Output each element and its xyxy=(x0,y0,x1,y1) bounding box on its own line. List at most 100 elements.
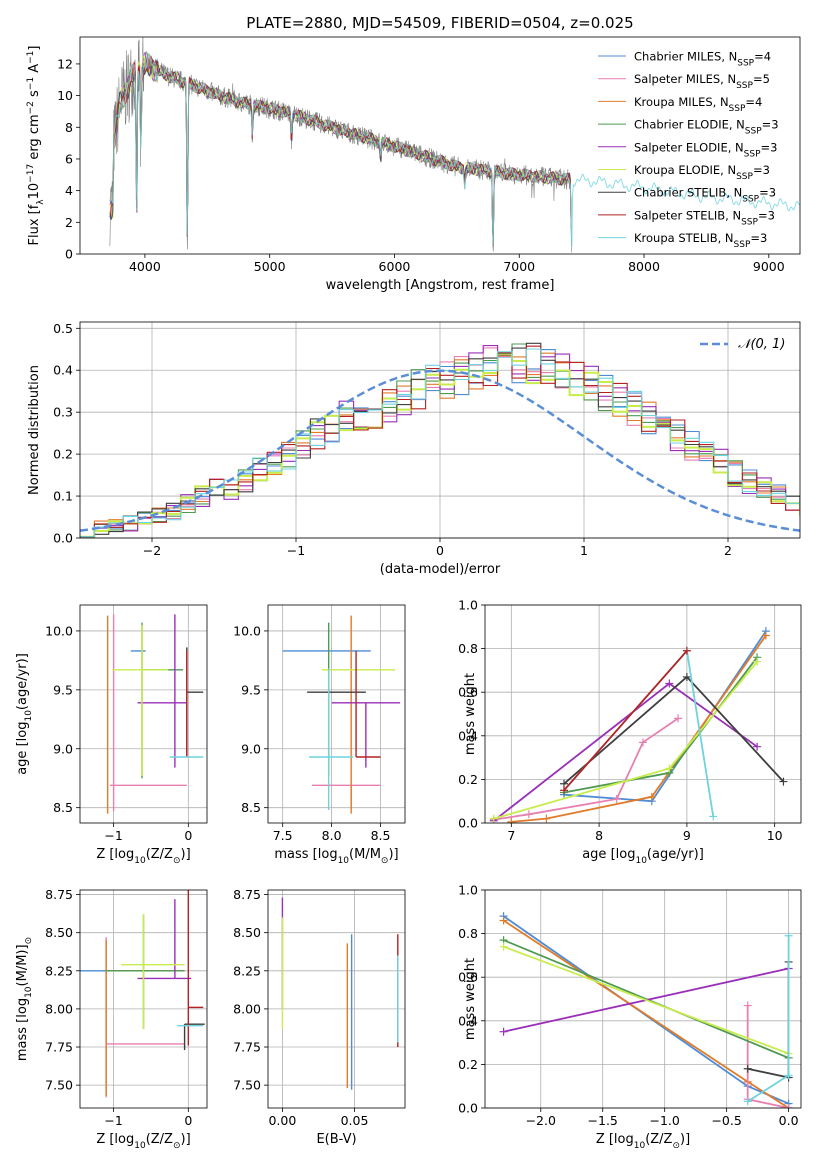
observed-spectrum xyxy=(109,37,572,253)
weight-marker xyxy=(612,795,621,804)
weight-line xyxy=(493,717,679,821)
axes-frame xyxy=(267,604,406,824)
axes-frame xyxy=(79,889,208,1109)
y-tick-label: 7.50 xyxy=(45,1078,73,1093)
panel-mass_vs_ebv: 0.00 0.05 7.50 7.75 8.00 8.25 8.50 8.75 E(B-V) xyxy=(233,887,406,1147)
y-tick-label: 0.4 xyxy=(458,1013,478,1028)
panel-age_vs_Z: −1 0 8.5 9.0 9.5 10.0 Z [log10(Z/Z⊙)] age [log1… xyxy=(15,604,208,866)
y-tick-label: 0.2 xyxy=(458,772,478,787)
y-tick-label: 9.5 xyxy=(53,682,73,697)
weight-marker xyxy=(542,814,551,823)
weight-line xyxy=(503,919,790,1108)
weight-marker xyxy=(743,1097,752,1106)
y-tick-label: 8.75 xyxy=(45,887,73,902)
weight-line xyxy=(503,915,789,1105)
panel-age_vs_mass: 7.5 8.0 8.5 8.5 9.0 9.5 10.0 mass [log10(M/M⊙)] xyxy=(233,604,406,866)
panels: 4000 5000 6000 7000 8000 9000024681012wavelen… xyxy=(15,36,802,1151)
x-axis-label: mass [log10(M/M⊙)] xyxy=(274,847,398,866)
y-tick-label: 10 xyxy=(57,88,73,103)
y-tick-label: 0.0 xyxy=(458,816,478,831)
x-tick-label: 9 xyxy=(683,828,691,843)
x-tick-label: 9000 xyxy=(753,259,785,274)
x-tick-label: 1 xyxy=(580,543,588,558)
legend-label: Kroupa ELODIE, NSSP=3 xyxy=(634,163,770,182)
weight-marker xyxy=(499,1027,508,1036)
histogram-step xyxy=(80,343,800,538)
y-tick-label: 8.75 xyxy=(233,887,261,902)
y-tick-label: 0 xyxy=(65,247,73,262)
weight-marker xyxy=(743,1001,752,1010)
plot-area-mass_vs_ebv xyxy=(281,897,399,1090)
legend-label: Chabrier ELODIE, NSSP=3 xyxy=(634,118,779,137)
weight-line xyxy=(503,939,789,1059)
y-tick-label: 0.6 xyxy=(458,970,478,985)
weight-marker xyxy=(647,792,656,801)
x-tick-label: 0 xyxy=(436,543,444,558)
plot-area-spectrum xyxy=(109,37,800,253)
normal-curve xyxy=(80,369,800,532)
x-tick-label: 0.05 xyxy=(341,1113,369,1128)
plot-area-residuals xyxy=(80,342,800,538)
x-tick-label: 6000 xyxy=(379,259,411,274)
panel-weight_vs_Z: −2.0 −1.5 −1.0 −0.5 0.0 0.0 0.2 0.4 0.6 0.8 1.0 Z [… xyxy=(458,883,802,1151)
x-tick-label: 8.0 xyxy=(322,828,342,843)
y-tick-label: 9.5 xyxy=(241,682,261,697)
weight-line xyxy=(493,661,758,820)
weight-marker xyxy=(753,742,762,751)
axes-frame xyxy=(484,889,802,1109)
axes-frame xyxy=(484,604,802,824)
weight-marker xyxy=(665,679,674,688)
y-tick-label: 0.5 xyxy=(53,321,73,336)
weight-marker xyxy=(682,646,691,655)
y-tick-label: 8.5 xyxy=(53,800,73,815)
y-axis-label: Normed distribution xyxy=(27,365,42,495)
y-tick-label: 2 xyxy=(65,215,73,230)
x-tick-label: 7.5 xyxy=(273,828,293,843)
weight-marker xyxy=(674,714,683,723)
x-axis-label: E(B-V) xyxy=(316,1132,356,1147)
legend-label: Kroupa MILES, NSSP=4 xyxy=(634,95,762,114)
plot-area-weight_vs_age xyxy=(489,627,788,823)
legend-label: Salpeter ELODIE, NSSP=3 xyxy=(634,140,777,159)
plot-area-age_vs_Z xyxy=(106,614,204,814)
y-tick-label: 8.50 xyxy=(45,925,73,940)
legend: Chabrier MILES, NSSP=4 Salpeter MILES, NS… xyxy=(598,50,779,250)
y-tick-label: 4 xyxy=(65,183,73,198)
weight-marker xyxy=(753,657,762,666)
plot-area-age_vs_mass xyxy=(282,615,401,814)
y-tick-label: 9.0 xyxy=(53,741,73,756)
y-tick-label: 0.1 xyxy=(53,489,73,504)
weight-line xyxy=(563,650,688,791)
x-axis-label: Z [log10(Z/Z⊙)] xyxy=(96,847,190,866)
weight-marker xyxy=(665,764,674,773)
y-tick-label: 0.3 xyxy=(53,405,73,420)
x-axis-label: (data-model)/error xyxy=(380,562,501,577)
x-tick-label: 8.5 xyxy=(371,828,391,843)
legend-label: Salpeter STELIB, NSSP=3 xyxy=(634,208,775,227)
y-tick-label: 0.6 xyxy=(458,685,478,700)
y-tick-label: 8.25 xyxy=(233,963,261,978)
weight-marker xyxy=(779,777,788,786)
y-tick-label: 1.0 xyxy=(458,598,478,613)
panel-weight_vs_age: 7 8 9 10 0.0 0.2 0.4 0.6 0.8 1.0 age [log10(age/yr… xyxy=(458,598,802,866)
weight-marker xyxy=(507,817,516,823)
y-axis-label: mass weight xyxy=(463,673,478,755)
y-tick-label: 8.00 xyxy=(45,1001,73,1016)
weight-marker xyxy=(784,931,793,940)
weight-marker xyxy=(524,810,533,819)
model-spectrum xyxy=(109,59,572,246)
y-axis-label: Flux [fλ10−17 erg cm−2 s−1 A−1] xyxy=(26,46,46,246)
panel-mass_vs_Z: −1 0 7.50 7.75 8.00 8.25 8.50 8.75 Z [log10(Z/Z⊙… xyxy=(15,887,208,1151)
histogram-step xyxy=(80,348,800,538)
weight-line xyxy=(503,945,789,1055)
x-tick-label: 7000 xyxy=(503,259,535,274)
histogram-step xyxy=(80,345,800,538)
weight-marker xyxy=(743,1064,752,1073)
x-tick-label: 2 xyxy=(724,543,732,558)
axes-frame xyxy=(79,604,208,824)
panel-residuals: −2 −1 0 1 2 0.0 0.1 0.2 0.3 0.4 0.5 (data-model)/er… xyxy=(27,321,801,577)
x-tick-label: 10 xyxy=(767,828,783,843)
model-spectrum xyxy=(109,53,800,247)
y-tick-label: 9.0 xyxy=(241,741,261,756)
